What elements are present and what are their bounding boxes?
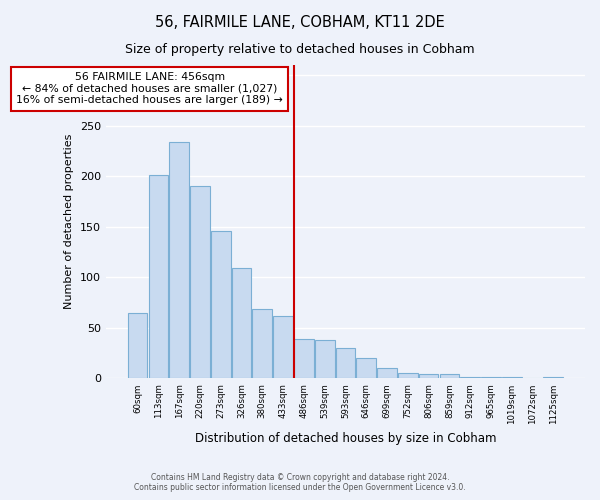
Text: 56 FAIRMILE LANE: 456sqm
← 84% of detached houses are smaller (1,027)
16% of sem: 56 FAIRMILE LANE: 456sqm ← 84% of detach… [16, 72, 283, 106]
Bar [419, 374, 439, 378]
Bar [294, 339, 314, 378]
Text: Size of property relative to detached houses in Cobham: Size of property relative to detached ho… [125, 42, 475, 56]
X-axis label: Distribution of detached houses by size in Cobham: Distribution of detached houses by size … [195, 432, 496, 445]
Bar [273, 316, 293, 378]
Bar [315, 340, 335, 378]
Bar [398, 374, 418, 378]
Bar [377, 368, 397, 378]
Bar [169, 142, 189, 378]
Bar [190, 186, 210, 378]
Bar [253, 308, 272, 378]
Bar [356, 358, 376, 378]
Text: Contains HM Land Registry data © Crown copyright and database right 2024.
Contai: Contains HM Land Registry data © Crown c… [134, 473, 466, 492]
Bar [128, 312, 148, 378]
Y-axis label: Number of detached properties: Number of detached properties [64, 134, 74, 310]
Bar [335, 348, 355, 378]
Bar [149, 175, 168, 378]
Text: 56, FAIRMILE LANE, COBHAM, KT11 2DE: 56, FAIRMILE LANE, COBHAM, KT11 2DE [155, 15, 445, 30]
Bar [211, 231, 230, 378]
Bar [440, 374, 459, 378]
Bar [232, 268, 251, 378]
